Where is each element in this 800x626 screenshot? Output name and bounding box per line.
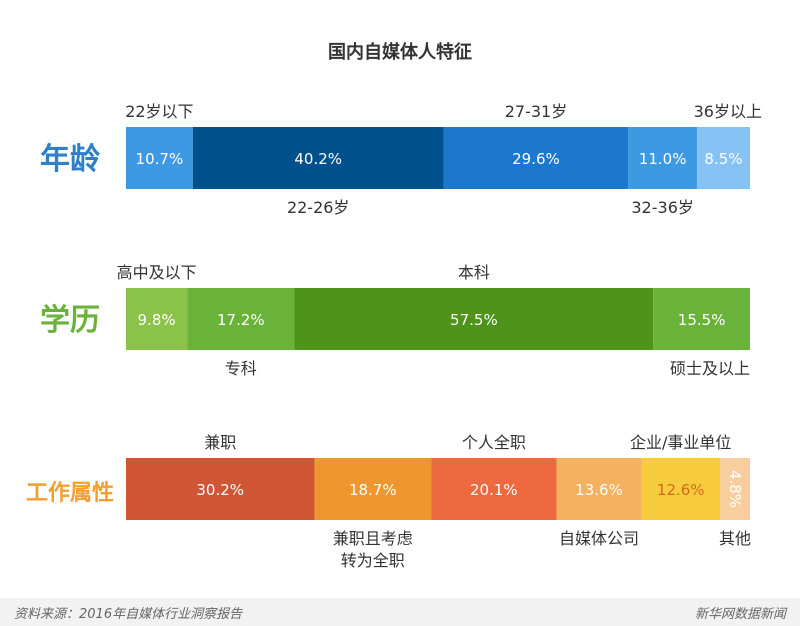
category-label: 36岁以上 — [694, 102, 762, 121]
bar-segment — [696, 127, 750, 189]
category-label: 个人全职 — [462, 433, 526, 452]
category-label: 高中及以下 — [117, 263, 197, 282]
data-label: 8.5% — [704, 150, 742, 168]
bar-segment — [443, 127, 629, 189]
data-label: 15.5% — [678, 311, 726, 329]
category-label: 22-26岁 — [287, 198, 350, 217]
bar-segment — [126, 458, 315, 520]
category-label: 32-36岁 — [631, 198, 694, 217]
data-label: 12.6% — [657, 481, 705, 499]
data-label: 29.6% — [512, 150, 560, 168]
data-label: 18.7% — [349, 481, 397, 499]
data-label: 4.8% — [726, 470, 744, 508]
bar-segment — [187, 288, 295, 350]
bar-segment — [641, 458, 721, 520]
data-label: 30.2% — [196, 481, 244, 499]
row-label: 学历 — [40, 303, 100, 338]
data-label: 11.0% — [639, 150, 687, 168]
footer: 资料来源：2016年自媒体行业洞察报告 新华网数据新闻 — [0, 598, 800, 626]
data-label: 40.2% — [294, 150, 342, 168]
bar-segment — [720, 458, 750, 520]
data-label: 10.7% — [136, 150, 184, 168]
category-label: 硕士及以上 — [670, 359, 750, 378]
bar-segment — [126, 127, 193, 189]
stacked-bar-chart: 年龄 10.7% 22岁以下 40.2% 22-26岁 29.6% 27-31岁 11.0% 3… — [26, 102, 762, 570]
category-label: 其他 — [719, 529, 751, 548]
bar-segment — [628, 127, 697, 189]
data-label: 20.1% — [470, 481, 518, 499]
category-label: 本科 — [458, 263, 490, 282]
bar-segment — [653, 288, 750, 350]
bar-segment — [294, 288, 654, 350]
category-label: 27-31岁 — [505, 102, 568, 121]
data-label: 17.2% — [217, 311, 265, 329]
data-label: 9.8% — [138, 311, 176, 329]
bar-segment — [192, 127, 444, 189]
chart-title: 国内自媒体人特征 — [328, 42, 472, 63]
category-label: 专科 — [225, 359, 257, 378]
bar-segment — [314, 458, 432, 520]
row-label: 年龄 — [40, 142, 101, 177]
category-label: 企业/事业单位 — [630, 433, 731, 452]
footer-brand: 新华网数据新闻 — [694, 607, 786, 622]
bar-segment — [431, 458, 557, 520]
row-label: 工作属性 — [26, 481, 114, 506]
data-label: 57.5% — [450, 311, 498, 329]
bar-segment — [556, 458, 642, 520]
footer-source: 资料来源：2016年自媒体行业洞察报告 — [14, 607, 243, 622]
bar-segment — [126, 288, 188, 350]
category-label: 兼职且考虑转为全职 — [333, 529, 413, 570]
category-label: 兼职 — [204, 433, 236, 452]
category-label: 自媒体公司 — [559, 529, 639, 548]
category-label: 22岁以下 — [125, 102, 193, 121]
data-label: 13.6% — [575, 481, 623, 499]
